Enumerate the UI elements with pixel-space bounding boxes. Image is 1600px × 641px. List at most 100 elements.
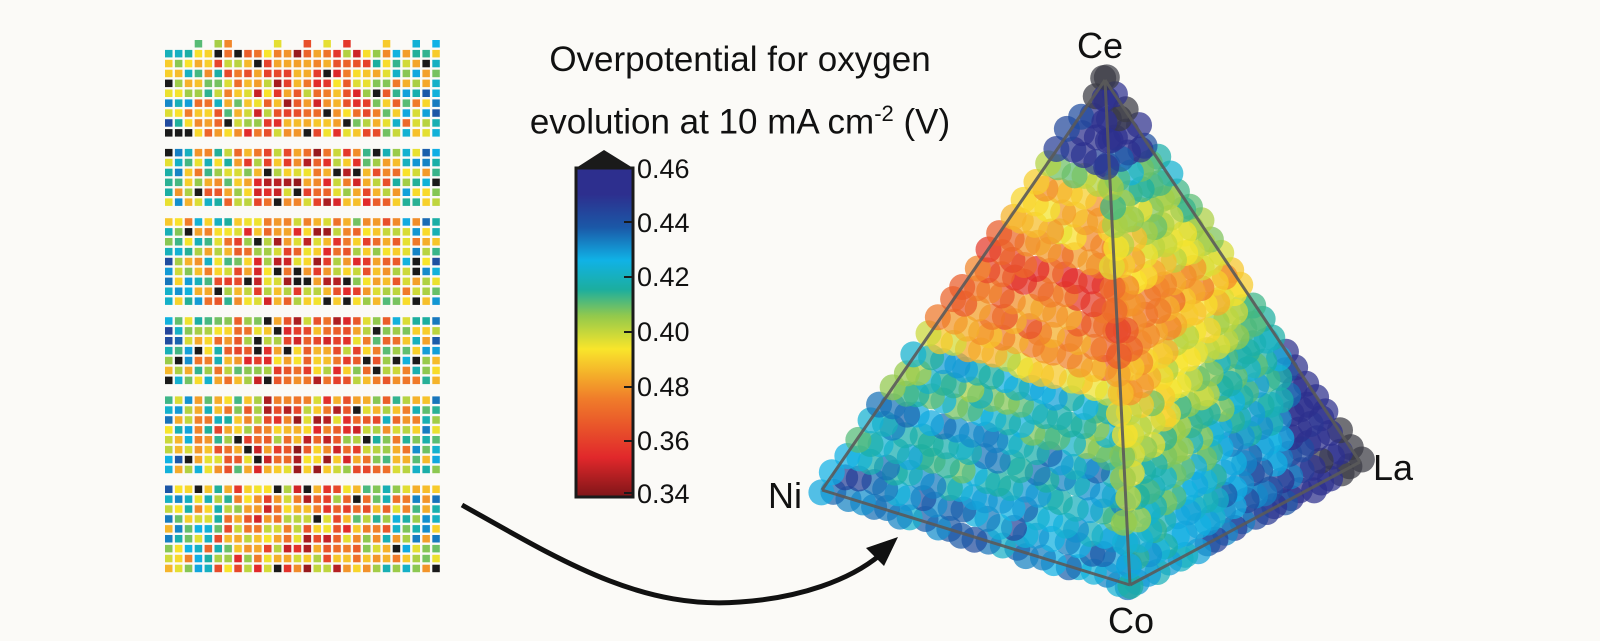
grid-cell — [174, 257, 183, 266]
grid-cell — [363, 505, 371, 513]
grid-cell — [165, 267, 173, 276]
grid-cell — [343, 564, 351, 573]
grid-cell — [234, 109, 242, 117]
grid-cell — [372, 366, 381, 375]
grid-cell — [412, 356, 420, 365]
grid-cell — [392, 267, 401, 276]
grid-cell — [343, 515, 351, 523]
grid-cell — [194, 228, 203, 236]
grid-cell — [214, 535, 222, 543]
grid-cell — [353, 247, 361, 256]
grid-cell — [392, 277, 401, 286]
grid-cell — [382, 148, 391, 157]
grid-cell — [224, 247, 232, 256]
grid-cell — [432, 376, 440, 385]
grid-cell — [402, 228, 411, 236]
grid-cell — [333, 495, 341, 503]
grid-cell — [313, 535, 321, 543]
grid-cell — [333, 247, 341, 256]
grid-cell — [323, 485, 331, 493]
grid-cell — [204, 277, 213, 286]
grid-cell — [273, 287, 282, 295]
grid-cell — [293, 129, 302, 137]
grid-cell — [234, 515, 242, 523]
grid-cell — [382, 158, 391, 167]
grid-cell — [244, 99, 252, 107]
composition-point — [1105, 400, 1132, 427]
grid-cell — [333, 109, 341, 117]
grid-cell — [214, 59, 222, 68]
grid-cell — [283, 257, 292, 266]
grid-cell — [234, 158, 242, 167]
grid-cell — [303, 168, 312, 177]
colorbar-tick-label: 0.40 — [637, 317, 690, 347]
edge-ce-ni — [820, 79, 1107, 491]
grid-cell — [214, 287, 222, 295]
grid-cell — [273, 327, 282, 335]
grid-cell — [432, 168, 440, 177]
colorbar-tick-label: 0.46 — [637, 154, 690, 184]
grid-cell — [254, 416, 262, 424]
grid-cell — [382, 49, 391, 58]
grid-cell — [165, 178, 173, 187]
grid-cell — [402, 356, 411, 365]
grid-cell — [273, 465, 282, 474]
grid-cell — [363, 485, 371, 493]
grid-cell — [323, 554, 331, 563]
grid-cell — [353, 346, 361, 355]
grid-cell — [165, 426, 173, 434]
grid-cell — [254, 148, 262, 157]
grid-cell — [363, 515, 371, 523]
grid-cell — [273, 525, 282, 533]
grid-cell — [422, 445, 430, 454]
grid-cell — [343, 465, 351, 474]
grid-cell — [254, 59, 262, 68]
grid-cell — [283, 228, 292, 236]
grid-cell — [194, 119, 203, 127]
grid-cell — [184, 79, 193, 88]
grid-cell — [214, 119, 222, 127]
grid-cell — [372, 89, 381, 97]
grid-cell — [234, 376, 242, 385]
grid-cell — [323, 119, 331, 127]
grid-cell — [313, 317, 321, 325]
grid-cell — [293, 376, 302, 385]
grid-cell — [273, 238, 282, 246]
grid-cell — [204, 346, 213, 355]
grid-cell — [333, 119, 341, 127]
grid-cell — [224, 465, 232, 474]
grid-cell — [353, 49, 361, 58]
grid-cell — [323, 327, 331, 335]
grid-cell — [224, 79, 232, 88]
grid-cell — [333, 406, 341, 414]
grid-cell — [382, 564, 391, 573]
grid-cell — [194, 495, 203, 503]
grid-cell — [264, 218, 272, 226]
grid-cell — [343, 178, 351, 187]
grid-cell — [254, 406, 262, 414]
grid-cell — [333, 445, 341, 454]
grid-cell — [313, 119, 321, 127]
grid-cell — [184, 317, 193, 325]
grid-cell — [184, 89, 193, 97]
grid-cell — [264, 406, 272, 414]
grid-cell — [402, 119, 411, 127]
grid-cell — [323, 376, 331, 385]
grid-cell — [402, 69, 411, 78]
grid-cell — [204, 376, 213, 385]
grid-cell — [264, 69, 272, 78]
grid-cell — [214, 406, 222, 414]
grid-cell — [313, 356, 321, 365]
grid-cell — [165, 129, 173, 137]
grid-cell — [184, 426, 193, 434]
grid-cell — [323, 416, 331, 424]
arrow — [460, 502, 898, 606]
grid-cell — [273, 416, 282, 424]
grid-cell — [264, 564, 272, 573]
grid-cell — [432, 436, 440, 444]
grid-cell — [244, 515, 252, 523]
grid-cell — [165, 257, 173, 266]
grid-cell — [313, 346, 321, 355]
grid-cell — [432, 297, 440, 305]
grid-cell — [372, 406, 381, 414]
